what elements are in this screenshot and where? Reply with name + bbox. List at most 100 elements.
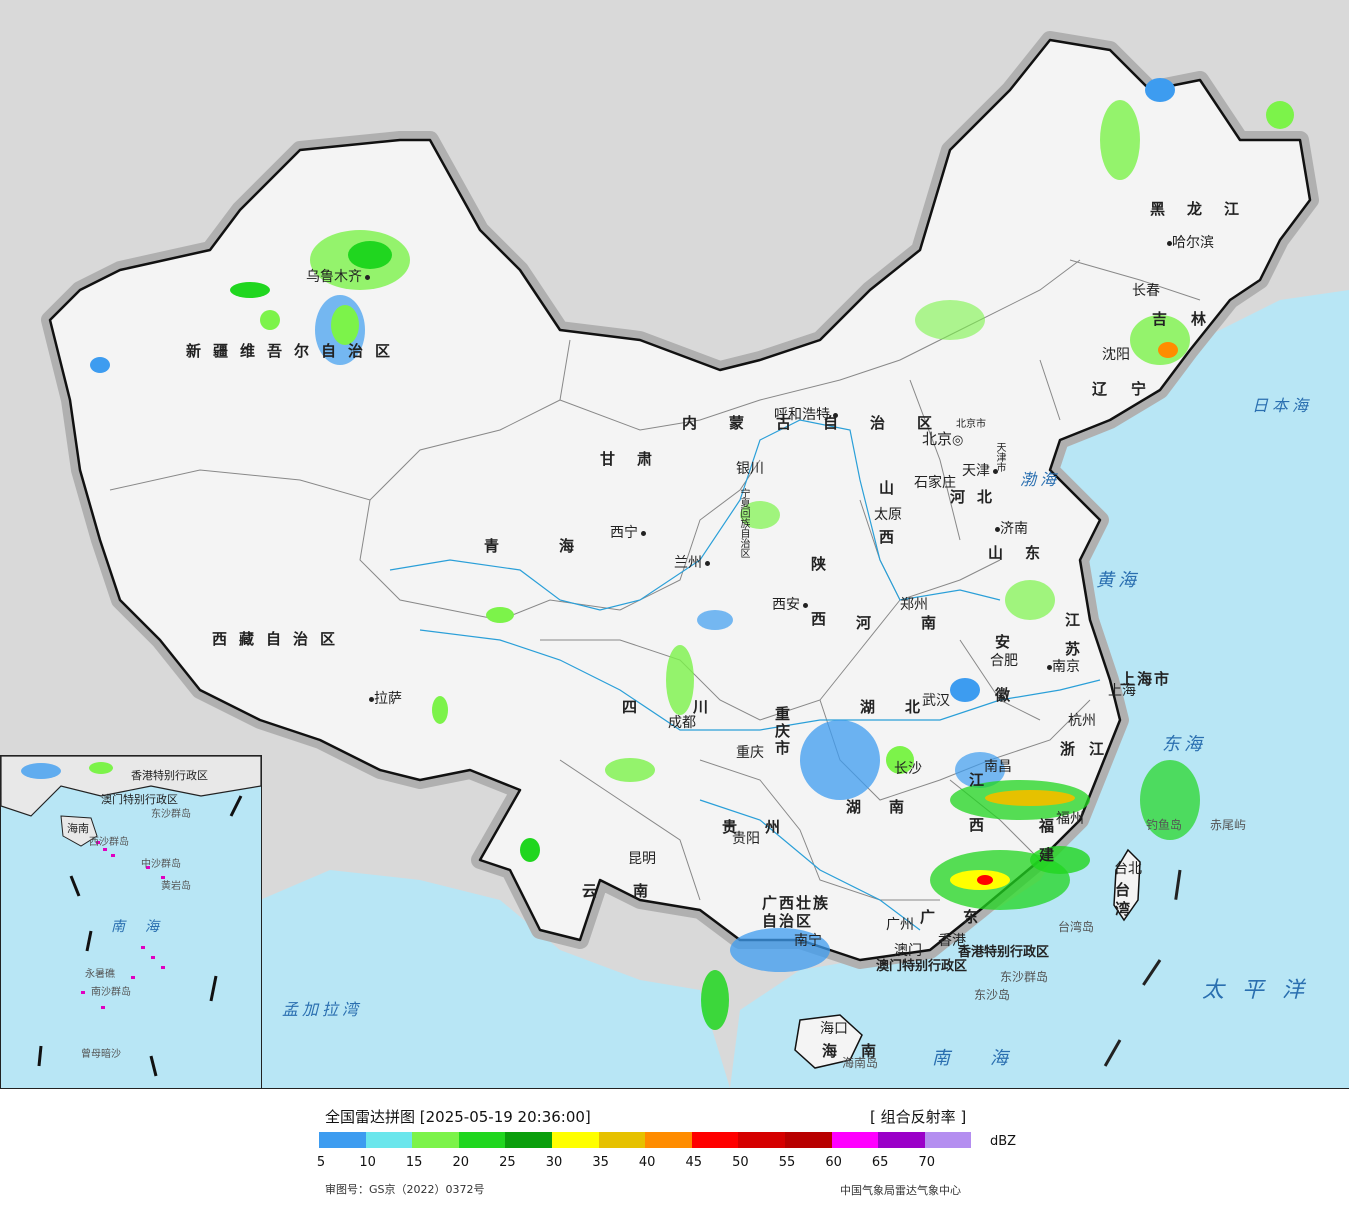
legend-unit: dBZ: [990, 1134, 1017, 1149]
province-taiwan: 台湾: [1113, 882, 1131, 920]
province-guangxi: 广西壮族自治区: [762, 894, 831, 930]
city-nanjing[interactable]: 南京: [1044, 660, 1080, 674]
legend-panel: [0, 1089, 1349, 1208]
city-beijing[interactable]: 北京◎: [922, 430, 964, 448]
inset-nansha-label: 南沙群岛: [91, 987, 131, 998]
color-swatch: [831, 1132, 879, 1148]
city-jinan[interactable]: 济南: [992, 522, 1028, 536]
map-canvas: [41, 31, 1349, 1088]
legend-title: 全国雷达拼图 [2025-05-19 20:36:00]: [325, 1108, 591, 1126]
legend-product: [ 组合反射率 ]: [870, 1108, 967, 1126]
city-xining[interactable]: 西宁: [610, 526, 646, 540]
city-hefei[interactable]: 合肥: [990, 653, 1018, 669]
province-neimenggu: 内蒙古自治区: [682, 414, 965, 432]
place-hainan-island: 海南岛: [842, 1056, 879, 1070]
inset-zhongsha-label: 中沙群岛: [141, 859, 181, 870]
sea-boundary: [1098, 869, 1182, 1076]
province-gansu: 甘肃: [600, 450, 675, 468]
city-macau[interactable]: 澳门: [894, 943, 922, 959]
province-anhui: 安徽: [993, 634, 1011, 740]
city-guangzhou[interactable]: 广州: [886, 917, 914, 933]
color-swatch: [551, 1132, 599, 1148]
color-swatch: [365, 1132, 413, 1148]
city-nanning[interactable]: 南宁: [794, 933, 822, 949]
city-dot-icon: [1047, 664, 1052, 670]
city-taiyuan[interactable]: 太原: [874, 507, 902, 523]
province-liaoning: 辽宁: [1092, 380, 1171, 398]
city-nanchang[interactable]: 南昌: [984, 759, 1012, 775]
province-qinghai: 青海: [484, 537, 635, 555]
city-dot-icon: [369, 696, 374, 702]
province-fujian: 福建: [1037, 818, 1055, 876]
city-lhasa[interactable]: 拉萨: [366, 692, 402, 706]
city-lanzhou[interactable]: 兰州: [674, 556, 710, 570]
city-xian[interactable]: 西安: [772, 598, 808, 612]
scale-tick-label: 55: [778, 1155, 796, 1170]
inset-canvas: [1, 756, 261, 1077]
province-henan: 河南: [856, 614, 987, 632]
city-urumqi[interactable]: 乌鲁木齐: [306, 270, 370, 284]
city-taipei[interactable]: 台北: [1114, 861, 1142, 877]
city-dot-icon: [365, 274, 370, 280]
city-zhengzhou[interactable]: 郑州: [900, 597, 928, 613]
color-swatch: [598, 1132, 646, 1148]
city-hangzhou[interactable]: 杭州: [1068, 713, 1096, 729]
city-harbin[interactable]: 哈尔滨: [1164, 236, 1214, 250]
province-guizhou: 贵州: [722, 818, 809, 836]
city-kunming[interactable]: 昆明: [628, 851, 656, 867]
city-beijing-municipality: 北京市: [956, 419, 986, 430]
city-hohhot[interactable]: 呼和浩特: [774, 408, 838, 422]
province-zhejiang: 浙江: [1060, 740, 1119, 758]
inset-xisha-label: 西沙群岛: [89, 837, 129, 848]
city-changchun[interactable]: 长春: [1132, 283, 1160, 299]
sea-nanhai: 南海: [932, 1048, 1048, 1069]
city-dot-icon: [993, 468, 998, 474]
city-tianjin-municipality: 天津市: [994, 442, 1005, 472]
province-chongqing: 重庆市: [773, 706, 791, 757]
color-swatch: [505, 1132, 552, 1148]
city-haikou[interactable]: 海口: [820, 1021, 848, 1037]
province-hebei: 河北: [950, 488, 1005, 506]
place-taiwan-island: 台湾岛: [1058, 920, 1095, 934]
province-xinjiang: 新疆维吾尔自治区: [186, 342, 403, 360]
province-shaanxi: 陕西: [809, 556, 827, 666]
city-hongkong[interactable]: 香港: [938, 933, 966, 949]
city-shenyang[interactable]: 沈阳: [1102, 347, 1130, 363]
scale-tick-label: 40: [638, 1155, 656, 1170]
color-swatch: [645, 1132, 692, 1148]
province-hainan: 海南: [822, 1042, 901, 1060]
data-source: 中国气象局雷达气象中心: [840, 1184, 961, 1197]
city-chongqing[interactable]: 重庆: [736, 745, 764, 761]
radar-map[interactable]: 新疆维吾尔自治区 西藏自治区 青海 甘肃 内蒙古自治区 黑龙江 吉林 辽宁 河北…: [0, 0, 1349, 1089]
city-shijiazhuang[interactable]: 石家庄: [914, 475, 956, 491]
place-dongsha-island: 东沙岛: [974, 988, 1011, 1002]
city-changsha[interactable]: 长沙: [894, 761, 922, 777]
city-dot-icon: [833, 412, 838, 418]
rivers: [389, 419, 1101, 931]
sea-bengal: 孟加拉湾: [282, 1000, 363, 1019]
province-xizang: 西藏自治区: [212, 630, 348, 648]
city-shanghai[interactable]: 上海: [1108, 683, 1136, 699]
city-tianjin[interactable]: 天津: [962, 464, 998, 478]
scale-tick-label: 70: [918, 1155, 936, 1170]
sea-bohai: 渤海: [1020, 470, 1061, 489]
city-yinchuan[interactable]: 银川: [736, 461, 764, 477]
south-china-sea-inset[interactable]: 香港特别行政区 澳门特别行政区 东沙群岛 中沙群岛 黄岩岛 西沙群岛 南沙群岛 …: [0, 755, 262, 1088]
province-hubei: 湖北: [860, 698, 951, 716]
color-swatch: [691, 1132, 739, 1148]
scale-tick-label: 60: [825, 1155, 842, 1170]
hainan-island: [794, 1014, 863, 1069]
province-jiangxi: 江西: [967, 772, 985, 862]
province-jilin: 吉林: [1152, 310, 1231, 328]
place-diaoyu: 钓鱼岛: [1146, 818, 1183, 832]
city-wuhan[interactable]: 武汉: [922, 693, 950, 709]
taiwan-island: [1113, 848, 1141, 922]
city-guiyang[interactable]: 贵阳: [732, 831, 760, 847]
city-dot-icon: [803, 602, 808, 608]
scale-tick-label: 10: [359, 1155, 376, 1170]
scale-tick-label: 45: [685, 1155, 703, 1170]
city-fuzhou[interactable]: 福州: [1056, 811, 1084, 827]
radar-echoes: [90, 78, 1294, 1030]
province-heilongjiang: 黑龙江: [1150, 200, 1262, 218]
city-chengdu[interactable]: 成都: [668, 715, 696, 731]
